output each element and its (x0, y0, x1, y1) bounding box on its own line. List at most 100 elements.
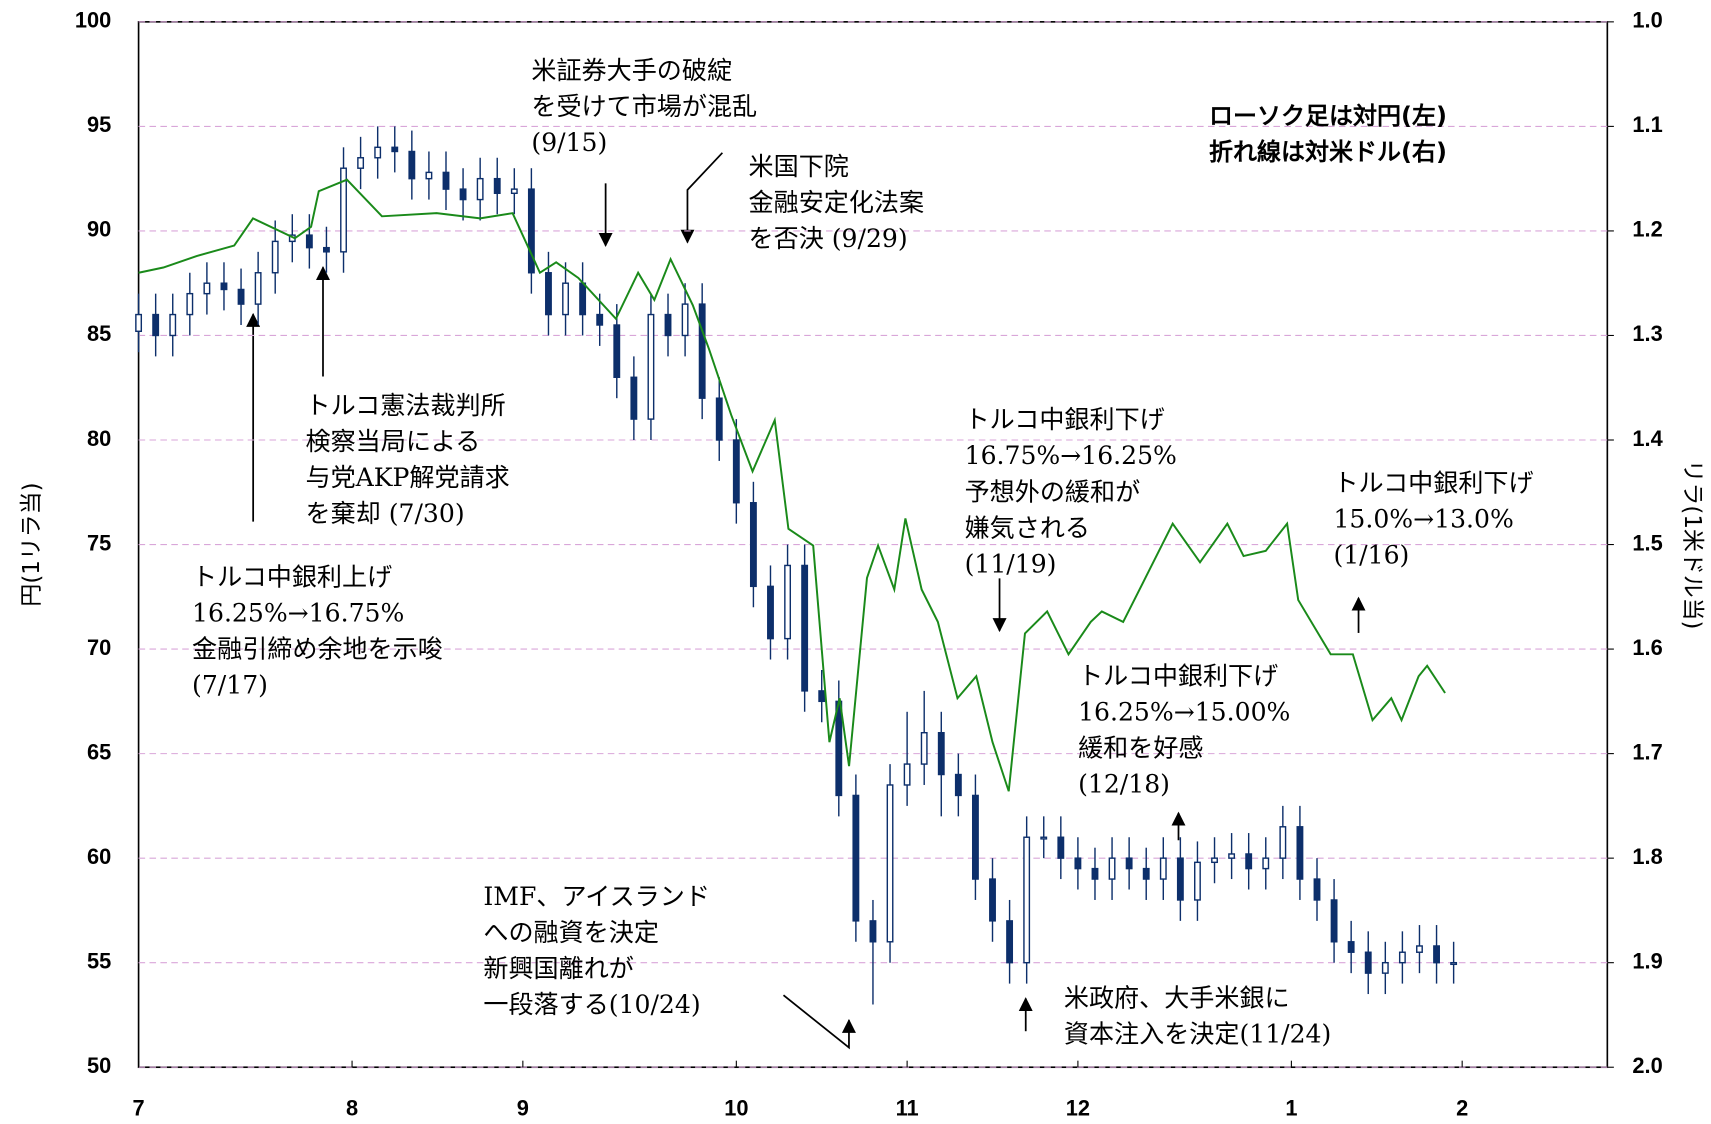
grid (138, 21, 1608, 1068)
candle-body (630, 376, 638, 420)
candle-body (1347, 941, 1355, 953)
x-tick-label: 2 (1456, 1096, 1468, 1121)
line-series (138, 178, 1446, 792)
candle-body (237, 288, 245, 305)
y-tick-label: 80 (87, 426, 111, 451)
candle-body (1228, 853, 1236, 859)
annotation: 米国下院 (749, 152, 849, 181)
candle-body (698, 303, 706, 399)
annotation: 検察当局による (306, 427, 481, 456)
candle-body (835, 700, 843, 797)
candle-body (271, 240, 279, 274)
y-tick-label: 75 (87, 530, 111, 555)
y2-tick-label: 2.0 (1632, 1053, 1662, 1078)
x-tick-label: 10 (724, 1096, 748, 1121)
candle-body (1142, 867, 1150, 880)
y-axis-label: 円(1リラ当) (19, 483, 45, 607)
annotation: 嫌気される (965, 513, 1090, 542)
candle-body (767, 585, 774, 640)
candle-body (425, 171, 433, 180)
candles (135, 126, 1458, 1005)
annotation: (1/16) (1333, 541, 1409, 570)
candle-body (1006, 920, 1014, 964)
candle-body (903, 763, 911, 786)
candle-body (254, 272, 262, 305)
candle-body (613, 324, 621, 378)
annotation: トルコ憲法裁判所 (306, 391, 506, 420)
candle-body (476, 177, 484, 201)
candle-body (1296, 826, 1304, 880)
annotation: 予想外の緩和が (965, 477, 1141, 506)
y2-tick-label: 1.2 (1632, 217, 1662, 242)
candle-body (1313, 878, 1321, 901)
candle-body (1057, 836, 1065, 859)
candle-body (852, 794, 860, 922)
candle-body (357, 157, 365, 169)
annotation: トルコ中銀利下げ (1333, 469, 1533, 498)
candle-body (579, 282, 587, 316)
candle-body (1211, 857, 1218, 864)
candle-body (305, 234, 313, 249)
candle-body (1450, 961, 1458, 966)
y-tick-label: 90 (87, 217, 111, 242)
candle-body (732, 439, 740, 504)
candle-body (493, 177, 501, 195)
candle-body (869, 920, 877, 943)
candle-body (1364, 951, 1372, 974)
candle-body (971, 794, 979, 880)
candle-body (1381, 961, 1389, 974)
annotation: トルコ中銀利下げ (1078, 662, 1278, 691)
annotation: 金融安定化法案 (749, 188, 925, 217)
candle-body (1074, 857, 1082, 870)
candle-body (1091, 867, 1099, 880)
y2-tick-label: 1.9 (1632, 948, 1662, 973)
annotation: 米証券大手の破綻 (531, 56, 732, 85)
candle-body (1159, 857, 1167, 880)
candle-body (562, 282, 569, 316)
candle-body (749, 502, 757, 588)
candle-body (664, 313, 672, 337)
annotation-arrows (246, 152, 1366, 1050)
annotation: を棄却 (7/30) (306, 499, 465, 528)
annotation: トルコ中銀利下げ (965, 405, 1165, 434)
candle-body (203, 282, 211, 295)
annotation: (9/15) (531, 128, 607, 157)
annotation: を否決 (9/29) (749, 224, 908, 253)
x-tick-label: 11 (896, 1096, 919, 1121)
candle-body (323, 246, 330, 253)
x-tick-label: 8 (346, 1096, 358, 1121)
y-tick-label: 65 (87, 739, 111, 764)
candle-body (681, 303, 689, 337)
candle-body (169, 313, 177, 337)
annotation: 資本注入を決定(11/24) (1064, 1020, 1331, 1049)
y2-tick-label: 1.7 (1632, 739, 1662, 764)
annotation: 16.75%→16.25% (965, 441, 1177, 470)
candle-body (954, 773, 962, 797)
annotation: (7/17) (192, 670, 268, 699)
y-tick-label: 95 (87, 112, 111, 137)
candle-body (886, 784, 894, 943)
y2-tick-label: 1.3 (1632, 321, 1662, 346)
candle-body (1433, 945, 1440, 964)
y2-tick-label: 1.8 (1632, 844, 1662, 869)
candle-body (920, 731, 928, 765)
arrow (782, 994, 856, 1050)
annotation: トルコ中銀利上げ (192, 562, 392, 591)
legend-note: 折れ線は対米ドル(右) (1209, 138, 1447, 166)
candle-body (937, 731, 945, 776)
x-tick-label: 12 (1066, 1096, 1090, 1121)
candle-body (801, 564, 809, 692)
candle-body (818, 690, 826, 703)
annotation: (11/19) (965, 549, 1057, 578)
candle-body (1262, 857, 1270, 870)
candle-body (1125, 857, 1133, 870)
y2-tick-label: 1.1 (1632, 112, 1662, 137)
candle-body (596, 313, 604, 326)
y-tick-label: 60 (87, 844, 111, 869)
candle-body (220, 282, 228, 291)
candle-body (135, 313, 143, 332)
annotation: 16.25%→16.75% (192, 598, 404, 627)
annotation: 与党AKP解党請求 (306, 463, 510, 492)
y2-tick-label: 1.4 (1632, 426, 1663, 451)
